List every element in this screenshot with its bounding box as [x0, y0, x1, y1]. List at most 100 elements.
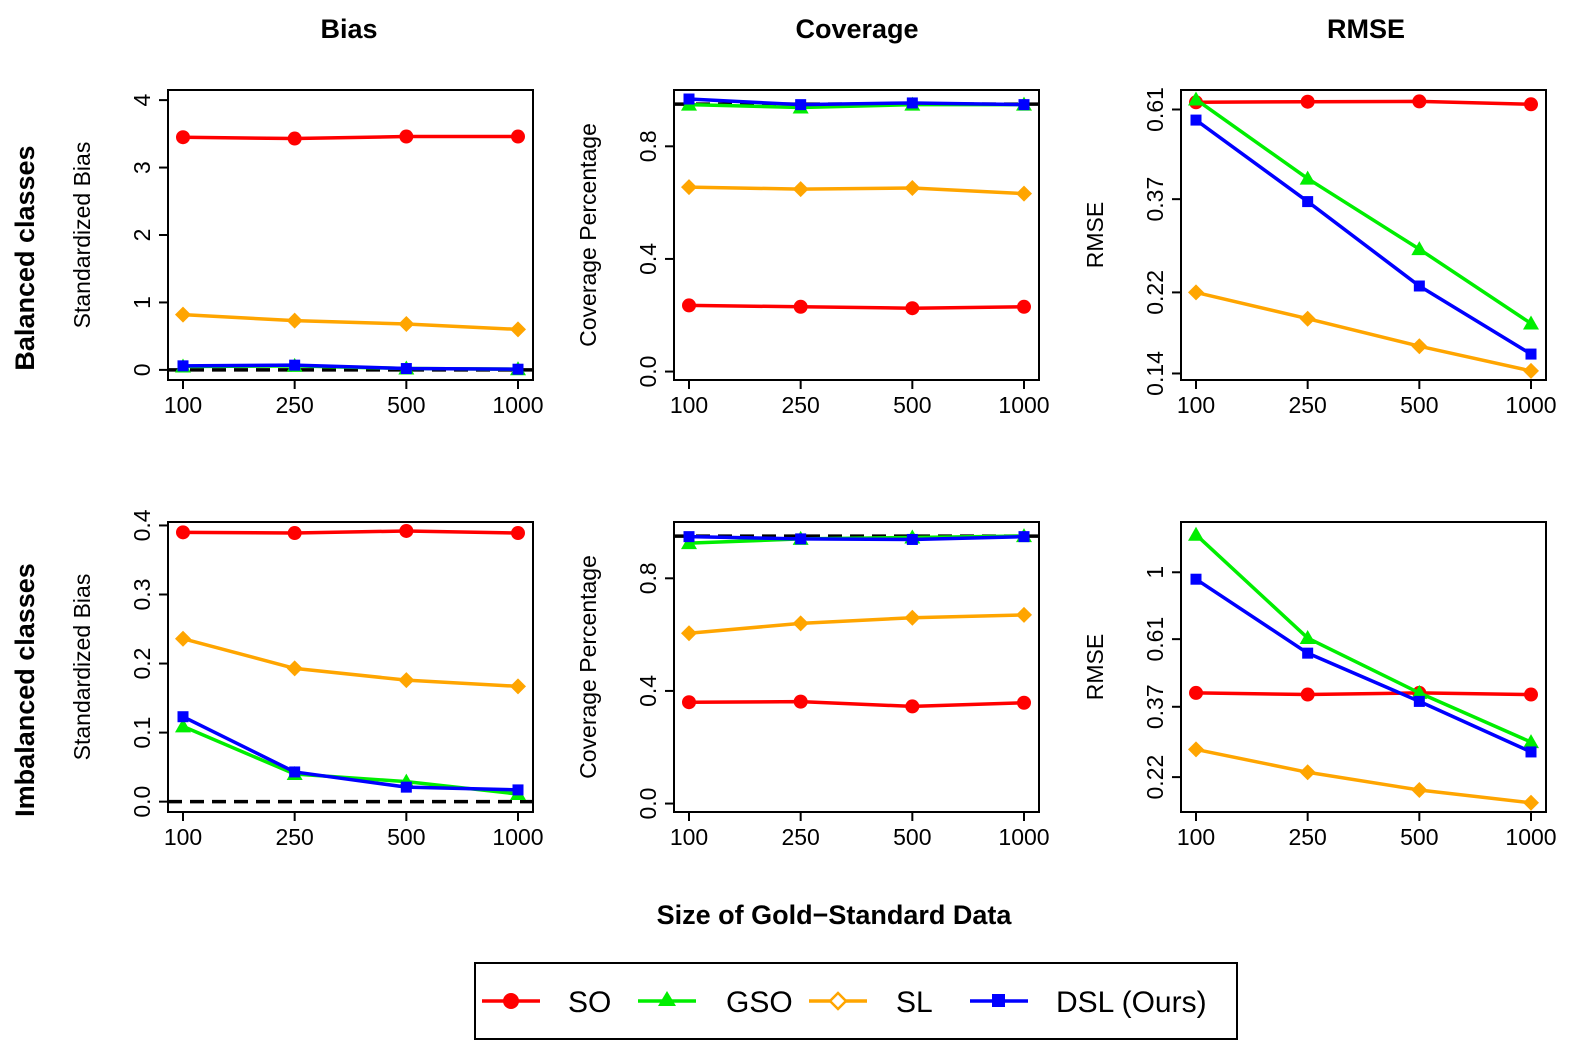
x-tick-label: 500	[1400, 392, 1438, 418]
point-so	[1524, 97, 1538, 112]
point-sl	[1523, 794, 1539, 811]
plot-frame	[673, 521, 1040, 813]
series-line-dsl-ours	[182, 715, 519, 792]
column-title-coverage: Coverage	[795, 14, 918, 44]
x-axis-label: Size of Gold−Standard Data	[657, 900, 1013, 930]
point-sl	[792, 615, 809, 632]
x-tick-label: 100	[670, 392, 708, 418]
y-axis-label: Standardized Bias	[69, 142, 95, 329]
y-tick-label: 0.2	[129, 648, 155, 680]
series-line-sl	[688, 613, 1025, 635]
y-axis-label: Coverage Percentage	[575, 555, 601, 779]
point-so	[682, 298, 696, 313]
point-so	[1300, 94, 1315, 109]
point-so	[905, 301, 920, 316]
y-tick-label: 0.4	[635, 675, 661, 707]
x-tick-label: 100	[670, 824, 708, 850]
point-dsl-ours	[177, 711, 189, 723]
x-tick-label: 100	[1177, 824, 1215, 850]
legend-item-dsl: DSL (Ours)	[970, 986, 1207, 1019]
y-tick-label: 2	[129, 229, 155, 242]
y-tick-label: 0.22	[1142, 755, 1168, 800]
point-sl	[175, 306, 191, 323]
panel-balanced-coverage: 100 250 500 1000 0.0 0.4 0.8 Coverage Percentag…	[575, 89, 1050, 418]
series-so	[176, 129, 525, 146]
point-so	[1300, 687, 1315, 702]
point-gso	[1411, 241, 1428, 256]
x-tick-label: 100	[1177, 392, 1215, 418]
series-dsl-ours	[683, 93, 1030, 111]
series-line-dsl-ours	[182, 363, 519, 371]
point-so	[682, 695, 696, 710]
x-tick-label: 500	[387, 824, 425, 850]
y-axis-label: RMSE	[1082, 634, 1108, 700]
legend-item-so: SO	[482, 986, 611, 1019]
series-sl	[175, 306, 526, 338]
legend: SO GSO SL DSL (Ours)	[474, 962, 1238, 1040]
series-dsl-ours	[1190, 573, 1537, 758]
series-sl	[175, 630, 526, 695]
point-dsl-ours	[400, 363, 412, 375]
series-dsl-ours	[177, 711, 524, 796]
point-dsl-ours	[906, 97, 918, 109]
series-line-sl	[182, 636, 519, 689]
series-line-sl	[182, 312, 519, 332]
x-tick-label: 250	[781, 824, 819, 850]
legend-marker-dsl	[992, 994, 1005, 1007]
row-title-balanced: Balanced classes	[10, 145, 40, 370]
series-line-so	[182, 134, 518, 141]
x-tick-label: 250	[781, 392, 819, 418]
panel-grid: 100 250 500 1000 0 1 2 3 4 Standardized Bias 100 25…	[69, 87, 1557, 850]
point-so	[1189, 685, 1203, 700]
x-tick-label: 500	[1400, 824, 1438, 850]
series-line-so	[688, 303, 1025, 310]
plot-frame	[1180, 89, 1547, 381]
y-tick-label: 0.22	[1142, 270, 1168, 315]
point-dsl-ours	[683, 531, 695, 543]
point-so	[511, 526, 525, 541]
point-sl	[1411, 782, 1428, 799]
x-tick-label: 250	[275, 392, 313, 418]
series-gso	[1188, 526, 1539, 749]
point-dsl-ours	[906, 533, 918, 545]
series-line-so	[688, 699, 1025, 709]
point-gso	[1411, 684, 1428, 699]
point-gso	[1523, 315, 1539, 330]
panel-imbalanced-rmse: 100 250 500 1000 0.22 0.37 0.61 1 RMSE	[1082, 521, 1557, 850]
series-dsl-ours	[1190, 114, 1537, 360]
point-gso	[1299, 170, 1316, 185]
x-tick-label: 250	[1288, 392, 1326, 418]
x-tick-label: 500	[893, 392, 931, 418]
legend-item-sl: SL	[809, 986, 933, 1019]
column-title-rmse: RMSE	[1327, 14, 1405, 44]
point-dsl-ours	[1525, 746, 1537, 758]
series-line-sl	[688, 185, 1025, 196]
point-sl	[1016, 606, 1032, 623]
point-dsl-ours	[795, 533, 807, 545]
point-so	[793, 299, 808, 314]
y-tick-label: 0.37	[1142, 684, 1168, 729]
point-dsl-ours	[177, 360, 189, 372]
point-so	[399, 523, 414, 538]
point-dsl-ours	[1302, 647, 1314, 659]
x-tick-label: 1000	[492, 392, 543, 418]
x-tick-label: 500	[893, 824, 931, 850]
point-dsl-ours	[289, 766, 301, 778]
point-dsl-ours	[683, 93, 695, 105]
point-sl	[792, 181, 809, 198]
point-dsl-ours	[1413, 695, 1425, 707]
series-dsl-ours	[683, 531, 1030, 545]
panel-balanced-rmse: 100 250 500 1000 0.14 0.22 0.37 0.61 RMSE	[1082, 87, 1557, 418]
y-tick-label: 0.4	[635, 243, 661, 275]
legend-label-gso: GSO	[726, 986, 793, 1019]
series-line-gso	[182, 724, 519, 796]
plot-frame	[673, 89, 1040, 381]
x-tick-label: 1000	[998, 824, 1049, 850]
point-so	[1524, 687, 1538, 702]
point-dsl-ours	[1525, 348, 1537, 360]
series-dsl-ours	[177, 359, 524, 375]
point-gso	[1188, 91, 1204, 106]
series-gso	[1188, 91, 1539, 330]
x-tick-label: 1000	[1505, 392, 1556, 418]
